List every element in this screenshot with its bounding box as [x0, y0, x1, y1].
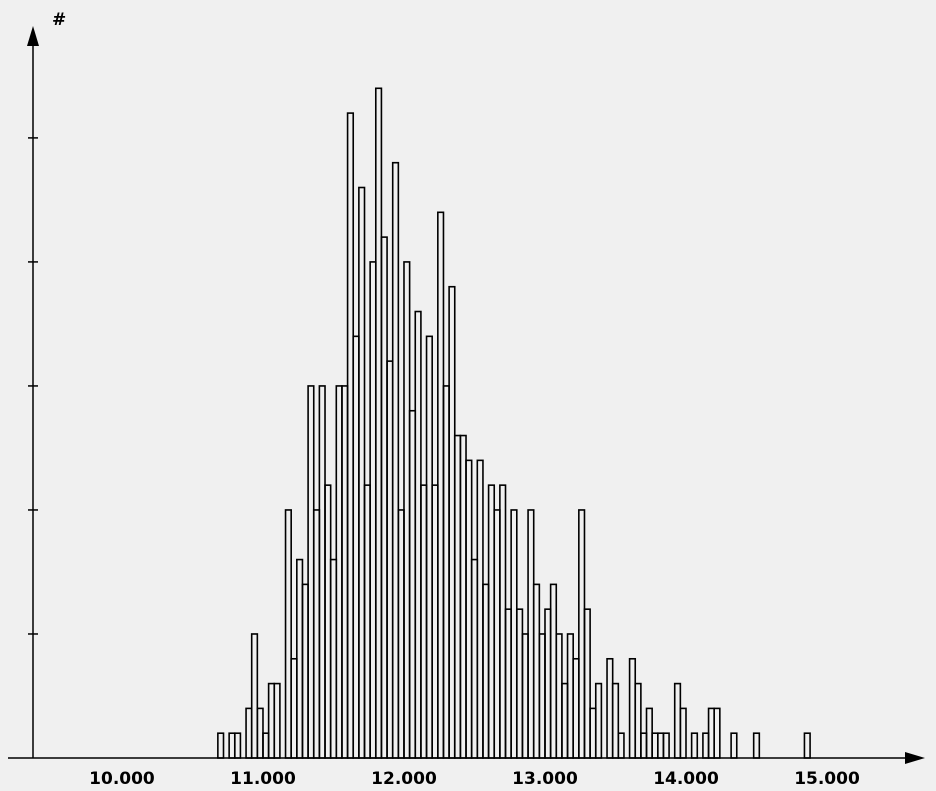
x-tick-label: 11.000 — [230, 769, 296, 789]
bar — [578, 509, 586, 759]
bar — [403, 261, 411, 759]
y-axis-arrow — [27, 26, 39, 46]
x-tick-label: 12.000 — [371, 769, 437, 789]
bar — [391, 161, 400, 759]
bar — [752, 732, 761, 759]
bar — [707, 707, 715, 759]
bar — [515, 608, 524, 759]
bar — [386, 360, 394, 759]
bar — [408, 409, 417, 759]
bar — [656, 732, 665, 759]
bar — [679, 707, 687, 759]
bar — [352, 335, 360, 759]
bar — [431, 484, 439, 759]
bar — [397, 509, 405, 759]
bar — [329, 558, 338, 759]
bar — [453, 434, 462, 759]
bar — [284, 509, 292, 759]
bar — [233, 732, 242, 759]
bar — [369, 261, 377, 759]
bar — [628, 657, 637, 759]
bar — [555, 633, 563, 759]
bar — [561, 682, 569, 759]
bar — [324, 484, 332, 759]
bar — [662, 732, 670, 759]
bar — [250, 633, 259, 759]
bar — [487, 484, 496, 759]
y-axis-label: # — [52, 10, 66, 30]
bar — [549, 583, 558, 759]
bar — [245, 707, 253, 759]
bar — [482, 583, 490, 759]
bar — [493, 509, 501, 759]
bar — [374, 87, 383, 759]
bar — [651, 732, 659, 759]
bar — [527, 509, 535, 759]
bar — [262, 732, 270, 759]
bar — [645, 707, 653, 759]
bar — [690, 732, 699, 759]
bar — [437, 211, 445, 759]
bar — [459, 434, 467, 759]
bar — [538, 633, 546, 759]
bar — [476, 459, 484, 759]
bar — [611, 682, 620, 759]
bar — [594, 682, 603, 759]
bar — [341, 385, 349, 759]
bar — [465, 459, 473, 759]
x-tick-label: 15.000 — [794, 769, 860, 789]
bar — [318, 385, 326, 759]
bar — [442, 385, 450, 759]
bar — [217, 732, 225, 759]
bar — [358, 186, 366, 759]
bar — [713, 707, 721, 759]
bar — [380, 236, 388, 759]
bar — [583, 608, 591, 759]
bar — [510, 509, 518, 759]
bar — [346, 112, 355, 759]
bar — [420, 484, 428, 759]
bar — [363, 484, 371, 759]
x-axis-arrow — [905, 752, 925, 764]
bar — [307, 385, 315, 759]
bar — [617, 732, 625, 759]
x-tick-label: 13.000 — [512, 769, 578, 789]
bar — [566, 633, 574, 759]
bar — [504, 608, 512, 759]
bar — [267, 682, 276, 759]
bar — [448, 285, 456, 759]
bar — [414, 310, 422, 759]
bar — [640, 732, 648, 759]
bar — [544, 608, 552, 759]
bar — [425, 335, 433, 759]
bar — [589, 707, 597, 759]
bar — [499, 484, 507, 759]
bar — [532, 583, 541, 759]
bar — [673, 682, 682, 759]
bar — [803, 732, 811, 759]
bar — [256, 707, 264, 759]
bar — [290, 657, 298, 759]
bar — [296, 558, 304, 759]
bar — [606, 657, 614, 759]
bar — [702, 732, 710, 759]
bar — [335, 385, 343, 759]
bar — [730, 732, 738, 759]
bar — [312, 509, 321, 759]
bar — [572, 657, 580, 759]
x-tick-label: 10.000 — [89, 769, 155, 789]
bar — [273, 682, 281, 759]
bar — [521, 633, 529, 759]
bar — [470, 558, 479, 759]
x-tick-label: 14.000 — [653, 769, 719, 789]
bar — [301, 583, 309, 759]
bar — [228, 732, 236, 759]
bar — [634, 682, 642, 759]
